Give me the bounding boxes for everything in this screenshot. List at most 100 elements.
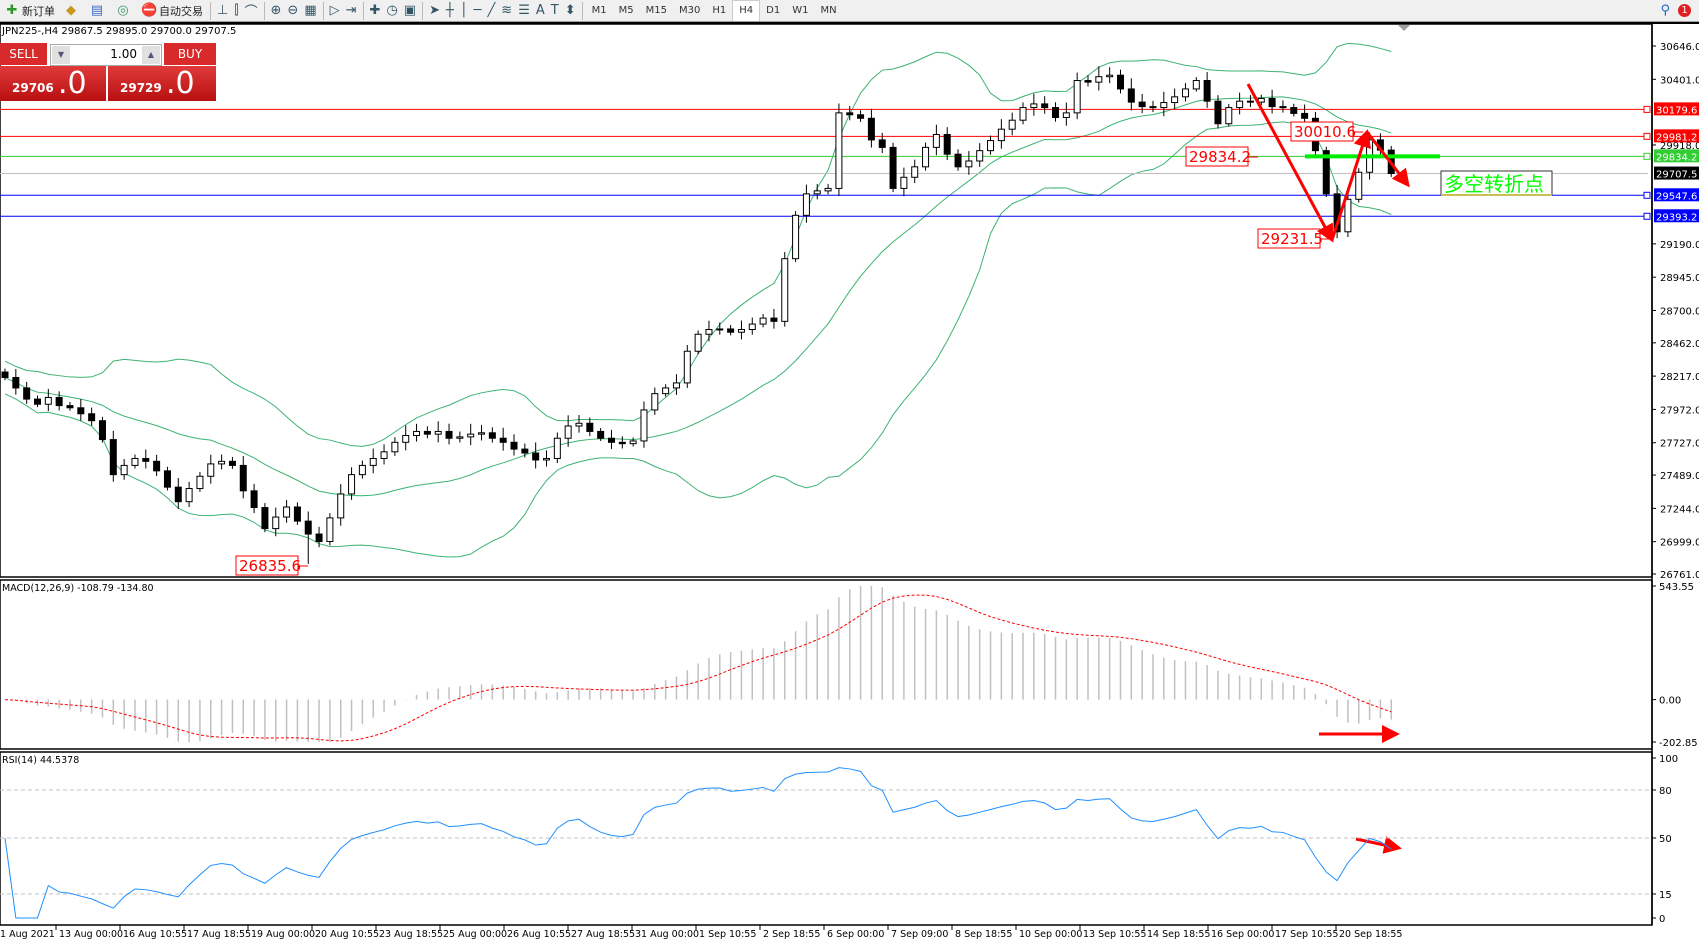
candle-bullish: [434, 430, 442, 435]
candle-bullish: [575, 422, 583, 427]
fibonacci-icon[interactable]: ☰: [518, 3, 530, 18]
crosshair-icon[interactable]: ┼: [445, 3, 454, 18]
line-chart-icon[interactable]: ⌒: [244, 5, 258, 20]
candle-bearish: [521, 448, 529, 454]
toolbar-separator: [263, 1, 265, 20]
candle-bearish: [239, 464, 247, 492]
candle-bullish: [813, 190, 821, 195]
lot-decrease-icon[interactable]: ▼: [52, 46, 70, 64]
price-line-label: 29834.2: [1656, 152, 1697, 163]
candle-bullish: [792, 214, 800, 260]
candle-bullish: [1171, 96, 1179, 104]
candle-bearish: [1322, 150, 1330, 195]
templates-icon[interactable]: ▣: [403, 3, 417, 18]
arrows-icon[interactable]: ⬍: [564, 3, 576, 18]
horizontal-line-icon[interactable]: ─: [473, 3, 482, 18]
timeframe-w1[interactable]: W1: [792, 4, 809, 16]
candle-bullish: [1236, 100, 1244, 109]
candle-bearish: [250, 490, 258, 509]
timeframe-m1[interactable]: M1: [591, 4, 607, 16]
buy-price-fraction: .0: [166, 66, 195, 101]
sell-price-button[interactable]: 29706 .0: [0, 66, 106, 101]
candle-bullish: [672, 382, 680, 389]
toolbar: ✚ 新订单 ◆ ▤ ◎ ⛔ 自动交易 ⊥ ⫿ ⌒ ⊕ ⊖ ▦ ▷ ⇥ ✚ ◷ ▣ ➤ ┼ │ ─ ╱ ≋ ☰ A T ⬍ M1 M5 M…: [0, 0, 1699, 22]
time-axis-label: 16 Aug 10:55: [123, 929, 187, 939]
timeframe-m30[interactable]: M30: [678, 4, 701, 16]
candle-bullish: [553, 437, 561, 459]
candle-bullish: [131, 457, 139, 466]
candle-bullish: [922, 146, 930, 168]
lot-size-field[interactable]: ▼ 1.00 ▲: [50, 44, 162, 66]
candle-bullish: [1181, 88, 1189, 98]
symbol-header: JPN225-,H4 29867.5 29895.0 29700.0 29707…: [2, 26, 237, 37]
market-watch-button[interactable]: ▤: [85, 1, 111, 21]
candle-bullish: [402, 435, 410, 443]
candle-bearish: [1, 371, 9, 378]
auto-trading-button[interactable]: ⛔ 自动交易: [137, 1, 207, 21]
zoom-out-icon[interactable]: ⊖: [287, 3, 299, 18]
zoom-in-icon[interactable]: ⊕: [270, 3, 282, 18]
price-line-handle: [1643, 132, 1651, 140]
lot-size-value[interactable]: 1.00: [110, 47, 137, 61]
timeframe-d1[interactable]: D1: [766, 4, 781, 16]
bar-chart-icon[interactable]: ⊥: [217, 3, 229, 18]
buy-price-main: 29729: [120, 81, 162, 95]
candlestick-icon[interactable]: ⫿: [234, 3, 239, 18]
candle-bullish: [185, 488, 193, 503]
buy-button[interactable]: BUY: [164, 43, 216, 65]
candle-bullish: [413, 430, 421, 437]
candle-bullish: [44, 396, 52, 405]
auto-scroll-icon[interactable]: ▷: [329, 3, 340, 18]
buy-price-button[interactable]: 29729 .0: [108, 66, 216, 101]
pivot-text-box: [1440, 170, 1553, 196]
candle-bearish: [770, 317, 778, 322]
equidistant-channel-icon[interactable]: ≋: [501, 3, 513, 18]
signals-button[interactable]: ◎: [111, 1, 137, 21]
candle-bullish: [1257, 97, 1265, 103]
text-icon[interactable]: A: [535, 3, 545, 18]
candle-bearish: [1268, 97, 1276, 108]
price-line-label: 30179.6: [1656, 105, 1697, 116]
notification-badge[interactable]: 1: [1678, 4, 1691, 17]
candle-bearish: [77, 407, 85, 415]
search-icon[interactable]: ⚲: [1660, 3, 1670, 18]
one-click-trading-panel: SELL ▼ 1.00 ▲ BUY 29706 .0 29729 .0: [0, 43, 216, 101]
cursor-icon[interactable]: ➤: [429, 3, 440, 18]
text-label-icon[interactable]: T: [550, 3, 559, 18]
candle-bullish: [1019, 107, 1027, 121]
timeframe-h4[interactable]: H4: [732, 0, 761, 21]
timeframe-h1[interactable]: H1: [712, 4, 727, 16]
new-order-button[interactable]: ✚ 新订单: [0, 1, 59, 21]
timeframe-m15[interactable]: M15: [645, 4, 667, 16]
timeframe-m5[interactable]: M5: [618, 4, 634, 16]
macd-title: MACD(12,26,9) -108.79 -134.80: [2, 583, 154, 594]
time-axis-label: 13 Sep 10:55: [1083, 929, 1146, 939]
price-axis-label: 28217.0: [1660, 372, 1699, 383]
timeframe-mn[interactable]: MN: [820, 4, 837, 16]
candle-bullish: [1030, 103, 1038, 109]
trendline-icon[interactable]: ╱: [487, 3, 496, 18]
price-line-label: 29393.2: [1656, 212, 1697, 223]
chart-shift-icon[interactable]: ⇥: [345, 3, 357, 18]
sell-button[interactable]: SELL: [0, 43, 47, 65]
macd-axis-label: -202.85: [1659, 738, 1698, 749]
candle-bullish: [391, 441, 399, 453]
time-axis-label: 6 Sep 00:00: [827, 929, 884, 939]
lot-increase-icon[interactable]: ▲: [142, 46, 160, 64]
indicators-icon[interactable]: ✚: [369, 3, 381, 18]
vertical-line-icon[interactable]: │: [459, 3, 468, 18]
candle-bearish: [12, 376, 20, 389]
candle-bearish: [1041, 103, 1049, 109]
candle-bullish: [369, 457, 377, 466]
rsi-axis-label: 15: [1659, 890, 1672, 901]
tile-windows-icon[interactable]: ▦: [304, 3, 317, 18]
candle-bullish: [543, 457, 550, 461]
macd-panel-frame: [0, 579, 1653, 750]
candle-bullish: [326, 517, 334, 543]
bollinger-middle: [4, 96, 1392, 497]
periods-clock-icon[interactable]: ◷: [386, 3, 398, 18]
history-center-button[interactable]: ◆: [59, 1, 85, 21]
candle-bearish: [1149, 106, 1157, 109]
time-axis-label: 1 Aug 2021: [0, 929, 55, 939]
